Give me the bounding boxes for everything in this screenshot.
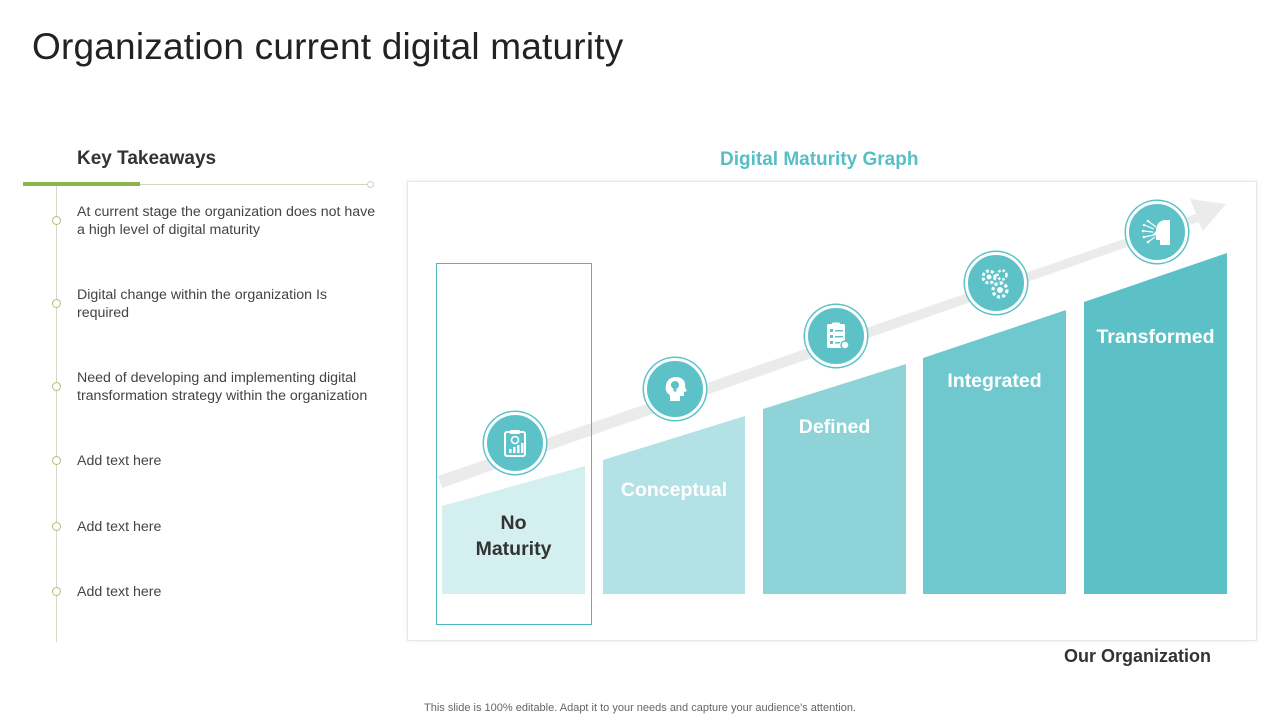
stage-label-transformed: Transformed	[1096, 326, 1215, 348]
slide-title: Organization current digital maturity	[32, 26, 624, 67]
heading-underline-accent	[23, 182, 140, 186]
takeaway-text: At current stage the organization does n…	[77, 204, 376, 238]
bullet-dot	[52, 456, 61, 465]
takeaway-text: Digital change within the organization I…	[77, 287, 328, 321]
takeaway-text: Add text here	[77, 453, 162, 469]
bullet-dot	[52, 587, 61, 596]
stage-bar-transformed	[1084, 253, 1227, 594]
stage-bar-integrated	[923, 310, 1066, 594]
stage-label-no-maturity: No Maturity	[475, 512, 552, 560]
timeline-line	[56, 186, 57, 642]
heading-underline	[23, 184, 371, 185]
footer-note: This slide is 100% editable. Adapt it to…	[424, 702, 856, 714]
bullet-dot	[52, 216, 61, 225]
takeaway-text: Add text here	[77, 519, 162, 535]
head-lightbulb-icon	[644, 358, 706, 420]
stage-label-defined: Defined	[798, 416, 871, 438]
our-organization-label: Our Organization	[1064, 646, 1212, 666]
takeaway-text: Add text here	[77, 584, 162, 600]
bullet-dot	[52, 522, 61, 531]
stage-label-conceptual: Conceptual	[620, 479, 728, 501]
stage-bar-defined	[763, 364, 906, 594]
current-stage-highlight	[436, 263, 592, 625]
underline-end-dot	[367, 181, 374, 188]
stage-bar-conceptual	[603, 416, 745, 594]
gears-icon	[965, 252, 1027, 314]
checklist-gear-icon	[805, 305, 867, 367]
stage-bar-no-maturity	[442, 466, 585, 594]
digital-head-icon	[1126, 201, 1188, 263]
key-takeaways-heading: Key Takeaways	[77, 148, 217, 169]
report-chart-icon	[484, 412, 546, 474]
bullet-dot	[52, 382, 61, 391]
graph-title: Digital Maturity Graph	[720, 149, 919, 170]
stage-label-integrated: Integrated	[947, 370, 1042, 392]
takeaway-text: Need of developing and implementing digi…	[77, 370, 368, 404]
bullet-dot	[52, 299, 61, 308]
